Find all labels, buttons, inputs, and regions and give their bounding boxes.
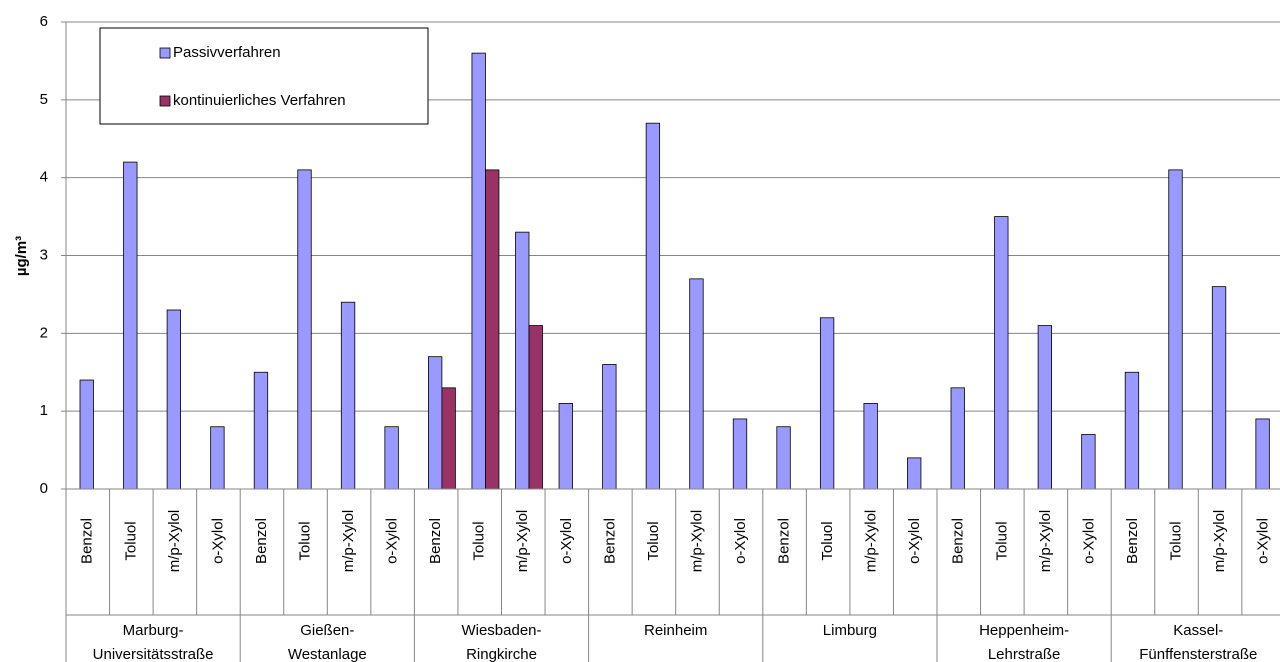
y-axis-label: µg/m³ — [13, 236, 30, 276]
bar — [210, 426, 225, 490]
group-label: Heppenheim- — [979, 622, 1069, 639]
x-tick-label: o-Xylol — [1255, 518, 1272, 564]
x-tick-label: m/p-Xylol — [863, 510, 880, 573]
bar — [1037, 325, 1052, 490]
group-label: Ringkirche — [466, 646, 537, 662]
x-tick-label: o-Xylol — [384, 518, 401, 564]
group-label: Limburg — [823, 622, 877, 639]
x-tick-label: Benzol — [601, 518, 618, 564]
x-tick-label: m/p-Xylol — [1037, 510, 1054, 573]
x-tick-label: Toluol — [1167, 521, 1184, 560]
bar — [253, 371, 269, 490]
group-label: Wiesbaden- — [461, 622, 541, 639]
bar — [689, 278, 704, 490]
x-tick-label: o-Xylol — [558, 518, 575, 564]
y-tick-label: 5 — [40, 91, 48, 108]
x-tick-label: o-Xylol — [906, 518, 923, 564]
bar — [776, 426, 791, 490]
bar — [819, 317, 835, 490]
x-tick-label: Toluol — [471, 521, 488, 560]
group-label: Westanlage — [288, 646, 367, 662]
group-label: Gießen- — [300, 622, 354, 639]
x-tick-label: Benzol — [1124, 518, 1141, 564]
group-label: Fünffensterstraße — [1139, 646, 1257, 662]
bar — [645, 122, 661, 490]
bar — [907, 457, 922, 490]
x-tick-label: m/p-Xylol — [166, 510, 183, 573]
x-tick-label: Benzol — [427, 518, 444, 564]
bar — [515, 231, 530, 490]
bar — [1081, 434, 1096, 490]
x-tick-label: Toluol — [645, 521, 662, 560]
legend-swatch — [159, 95, 171, 107]
bar — [79, 379, 94, 490]
group-label: Lehrstraße — [988, 646, 1061, 662]
bar — [1124, 371, 1140, 490]
legend-swatch — [159, 47, 171, 59]
x-tick-label: Benzol — [79, 518, 96, 564]
legend-label: Passivverfahren — [173, 44, 281, 61]
bar — [471, 52, 486, 490]
bar — [166, 309, 182, 490]
bar — [558, 402, 573, 490]
x-tick-label: Benzol — [776, 518, 793, 564]
bar — [427, 356, 443, 490]
x-tick-label: Toluol — [122, 521, 139, 560]
x-tick-label: Benzol — [253, 518, 270, 564]
group-label: Marburg- — [123, 622, 184, 639]
bar — [340, 301, 356, 490]
bar — [732, 418, 748, 490]
x-tick-label: m/p-Xylol — [1211, 510, 1228, 573]
bar — [297, 169, 312, 490]
bar — [863, 402, 878, 490]
bar — [1255, 418, 1270, 490]
x-tick-label: Toluol — [993, 521, 1010, 560]
x-tick-label: o-Xylol — [209, 518, 226, 564]
y-tick-label: 0 — [40, 480, 48, 497]
bar — [602, 364, 617, 490]
bar — [1168, 169, 1183, 490]
x-tick-label: o-Xylol — [732, 518, 749, 564]
group-label: Reinheim — [644, 622, 707, 639]
x-tick-label: m/p-Xylol — [688, 510, 705, 573]
y-tick-label: 2 — [40, 324, 48, 341]
bar — [994, 216, 1009, 490]
legend-box — [99, 27, 429, 125]
bar — [1211, 286, 1227, 490]
group-label: Kassel- — [1173, 622, 1223, 639]
legend-label: kontinuierliches Verfahren — [173, 92, 346, 109]
bar — [384, 426, 399, 490]
bar — [441, 387, 456, 490]
x-tick-label: m/p-Xylol — [514, 510, 531, 573]
y-tick-label: 6 — [40, 13, 48, 30]
y-tick-label: 3 — [40, 246, 48, 263]
y-tick-label: 1 — [40, 402, 48, 419]
x-tick-label: o-Xylol — [1080, 518, 1097, 564]
bar — [123, 161, 138, 490]
x-tick-label: Toluol — [296, 521, 313, 560]
bar — [528, 325, 543, 490]
x-tick-label: Benzol — [950, 518, 967, 564]
x-tick-label: m/p-Xylol — [340, 510, 357, 573]
y-tick-label: 4 — [40, 169, 48, 186]
bar — [950, 387, 965, 490]
x-tick-label: Toluol — [819, 521, 836, 560]
bar — [485, 169, 500, 490]
group-label: Universitätsstraße — [93, 646, 214, 662]
